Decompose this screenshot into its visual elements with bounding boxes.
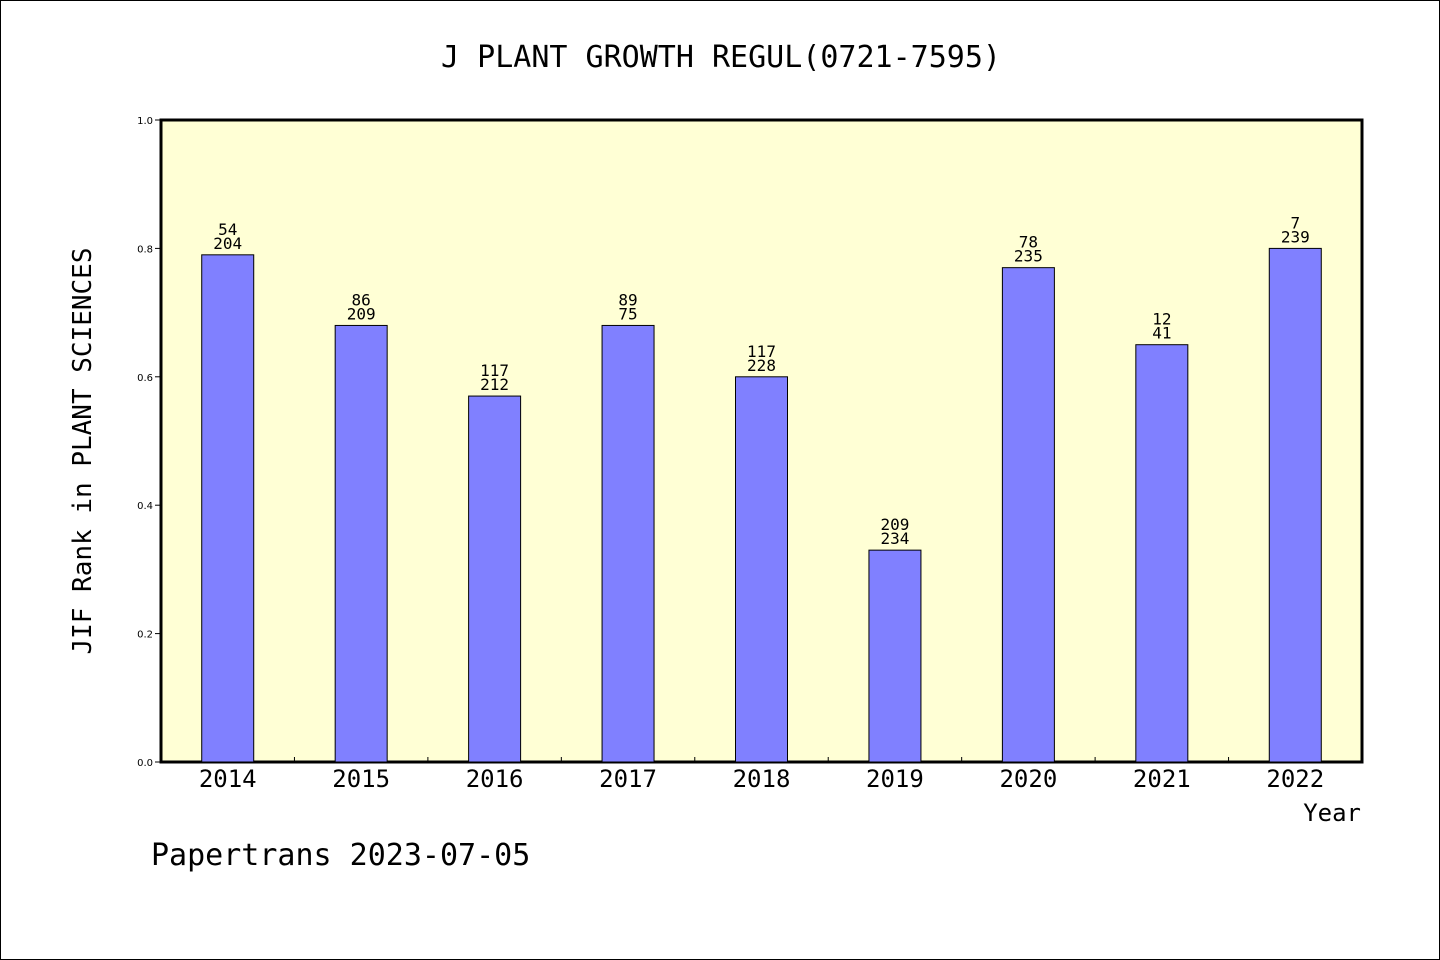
x-tick-label: 2018 [733, 765, 791, 793]
bar-rank-label: 89 [618, 290, 637, 309]
bar-total-label: 41 [1152, 324, 1171, 343]
bar-rank-label: 12 [1152, 310, 1171, 329]
bar-total-label: 209 [347, 304, 376, 323]
bar [1268, 247, 1322, 763]
y-tick-label: 1.0 [137, 116, 153, 127]
bar-rank-label: 7 [1290, 213, 1300, 232]
bar-total-label: 75 [618, 304, 637, 323]
bar [468, 395, 522, 763]
x-tick-label: 2014 [199, 765, 257, 793]
bar-rank-label: 86 [352, 290, 371, 309]
x-tick-label: 2016 [466, 765, 524, 793]
y-tick-label: 0.0 [137, 758, 153, 769]
bar-rank-label: 117 [747, 342, 776, 361]
x-tick-label: 2019 [866, 765, 924, 793]
y-tick-label: 0.4 [137, 501, 153, 512]
bar [1001, 267, 1055, 763]
bar-series [201, 247, 1322, 763]
bar-rank-label: 209 [880, 515, 909, 534]
x-tick-label: 2021 [1133, 765, 1191, 793]
bar [735, 376, 788, 763]
x-tick-label: 2020 [999, 765, 1057, 793]
bar [201, 254, 255, 763]
bar-rank-label: 54 [218, 220, 237, 239]
footer-text: Papertrans 2023-07-05 [151, 838, 530, 873]
chart-title: J PLANT GROWTH REGUL(0721-7595) [441, 40, 1001, 75]
x-axis-label: Year [1303, 799, 1361, 827]
bar-total-label: 204 [213, 234, 242, 253]
bar-total-label: 239 [1281, 227, 1310, 246]
y-tick-label: 0.8 [137, 244, 153, 255]
x-tick-label: 2022 [1266, 765, 1324, 793]
x-tick-label: 2015 [332, 765, 390, 793]
y-tick-label: 0.6 [137, 373, 153, 384]
x-tick-label: 2017 [599, 765, 657, 793]
y-tick-label: 0.2 [137, 630, 153, 641]
y-axis-label: JIF Rank in PLANT SCIENCES [68, 248, 98, 655]
bar-data-labels: 5420486209117212897511722820923478235124… [213, 213, 1309, 548]
bar-total-label: 228 [747, 356, 776, 375]
bar-total-label: 235 [1014, 247, 1043, 266]
bar-rank-label: 117 [480, 361, 509, 380]
bar-total-label: 234 [880, 529, 909, 548]
bar [334, 324, 388, 763]
bar-rank-label: 78 [1019, 233, 1038, 252]
y-axis: 0.0 0.2 0.4 0.6 0.8 1.0 [137, 116, 161, 769]
x-axis: 2014 2015 2016 2017 2018 2019 2020 2021 2022 [199, 757, 1324, 793]
bar [868, 549, 922, 763]
bar [601, 324, 655, 763]
bar-total-label: 212 [480, 375, 509, 394]
bar [1135, 344, 1189, 763]
